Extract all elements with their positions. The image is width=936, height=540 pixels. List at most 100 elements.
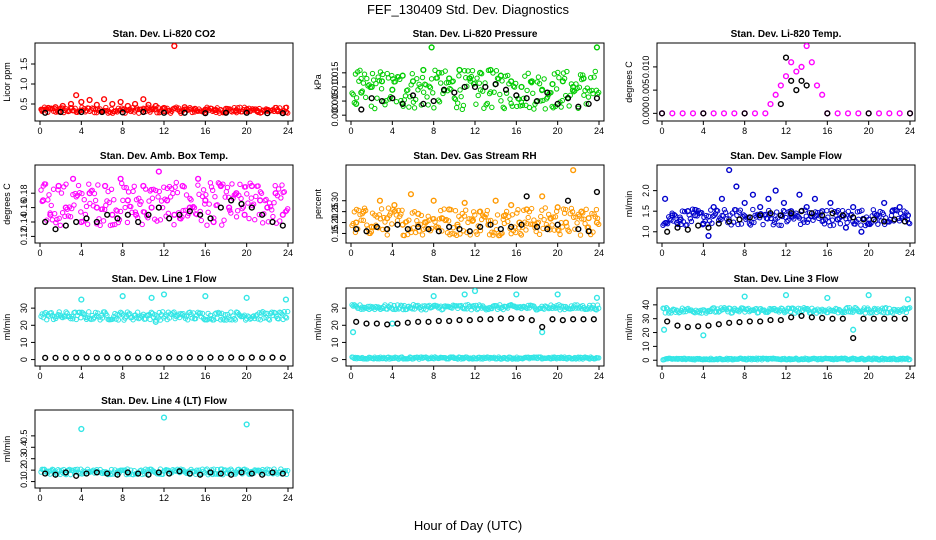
band-point bbox=[55, 467, 61, 473]
data-point bbox=[207, 354, 214, 361]
band-point bbox=[566, 228, 572, 235]
y-axis-label: degrees C bbox=[624, 61, 634, 103]
data-point bbox=[353, 100, 360, 107]
band-point bbox=[519, 102, 526, 109]
band-point bbox=[362, 94, 369, 101]
band-point bbox=[123, 185, 129, 191]
band-point bbox=[55, 187, 61, 193]
band-point bbox=[663, 304, 670, 311]
data-point bbox=[746, 214, 753, 221]
data-point bbox=[564, 95, 572, 102]
data-point bbox=[808, 314, 815, 321]
data-point bbox=[378, 78, 386, 85]
data-point bbox=[394, 320, 401, 327]
band-point bbox=[203, 192, 209, 198]
band-point bbox=[505, 72, 511, 79]
band-point bbox=[175, 105, 182, 111]
band-point bbox=[428, 76, 435, 82]
data-point bbox=[528, 78, 535, 85]
data-point bbox=[124, 354, 131, 361]
panels-grid: Stan. Dev. Li-820 CO2 Licor ppm 0 4 8 12 16 20 2… bbox=[2, 29, 916, 503]
band-point bbox=[838, 213, 845, 220]
data-point bbox=[554, 291, 561, 298]
x-tick-label: 12 bbox=[470, 371, 480, 381]
band-point bbox=[145, 312, 151, 319]
data-point bbox=[109, 211, 116, 218]
band-point bbox=[270, 213, 276, 220]
data-point bbox=[456, 317, 463, 324]
band-point bbox=[282, 314, 289, 320]
band-point bbox=[876, 308, 882, 314]
band-point bbox=[97, 222, 103, 229]
data-point bbox=[466, 228, 473, 235]
band-point bbox=[837, 221, 844, 227]
x-tick-label: 16 bbox=[511, 126, 521, 136]
band-point bbox=[398, 302, 404, 308]
x-tick-label: 4 bbox=[79, 493, 84, 503]
band-point bbox=[431, 216, 437, 222]
band-point bbox=[269, 207, 275, 213]
band-point bbox=[480, 88, 486, 94]
series-1 bbox=[349, 44, 602, 113]
band-point bbox=[425, 102, 431, 108]
band-point bbox=[407, 93, 413, 100]
panel-title: Stan. Dev. Sample Flow bbox=[730, 151, 842, 162]
data-point bbox=[226, 204, 233, 211]
y-tick-label: 30 bbox=[641, 314, 651, 324]
data-point bbox=[834, 216, 841, 223]
data-point bbox=[358, 89, 365, 96]
band-point bbox=[883, 304, 889, 311]
band-point bbox=[764, 309, 771, 316]
band-point bbox=[384, 232, 390, 238]
band-point bbox=[906, 220, 913, 227]
series-1 bbox=[658, 42, 914, 117]
series-3 bbox=[353, 315, 597, 331]
band-point bbox=[704, 308, 711, 315]
panel-title: Stan. Dev. Line 2 Flow bbox=[423, 274, 528, 285]
band-point bbox=[267, 203, 274, 210]
data-point bbox=[661, 195, 669, 202]
band-point bbox=[535, 74, 542, 80]
x-tick-label: 4 bbox=[701, 126, 706, 136]
band-point bbox=[48, 202, 54, 209]
data-point bbox=[52, 226, 59, 233]
data-point bbox=[207, 215, 214, 222]
data-point bbox=[533, 223, 541, 231]
data-point bbox=[865, 220, 872, 227]
band-point bbox=[145, 215, 151, 221]
x-tick-label: 4 bbox=[701, 248, 706, 258]
data-point bbox=[793, 87, 800, 94]
data-point bbox=[850, 203, 857, 211]
data-point bbox=[93, 101, 100, 108]
band-point bbox=[520, 95, 527, 102]
band-point bbox=[70, 316, 76, 322]
band-point bbox=[213, 310, 219, 316]
band-point bbox=[263, 196, 269, 203]
band-point bbox=[222, 311, 228, 318]
band-point bbox=[67, 213, 74, 220]
data-point bbox=[140, 96, 147, 103]
band-point bbox=[393, 98, 400, 105]
band-point bbox=[436, 99, 443, 105]
y-tick-label: 0.000 bbox=[330, 104, 340, 127]
data-point bbox=[243, 294, 250, 301]
data-point bbox=[523, 193, 530, 200]
band-point bbox=[170, 190, 176, 197]
band-point bbox=[115, 317, 122, 323]
data-point bbox=[409, 78, 417, 85]
data-point bbox=[850, 214, 857, 221]
band-point bbox=[549, 354, 555, 361]
data-point bbox=[155, 204, 162, 211]
band-point bbox=[211, 466, 217, 472]
band-point bbox=[198, 217, 205, 224]
data-point bbox=[78, 108, 85, 116]
data-point bbox=[145, 354, 152, 361]
band-point bbox=[522, 73, 528, 79]
data-point bbox=[562, 219, 570, 226]
y-tick-label: 0 bbox=[330, 357, 340, 362]
y-tick-label: 0 bbox=[19, 357, 29, 362]
data-point bbox=[269, 469, 276, 476]
data-point bbox=[243, 106, 250, 113]
band-point bbox=[108, 186, 115, 192]
data-point bbox=[62, 222, 69, 229]
